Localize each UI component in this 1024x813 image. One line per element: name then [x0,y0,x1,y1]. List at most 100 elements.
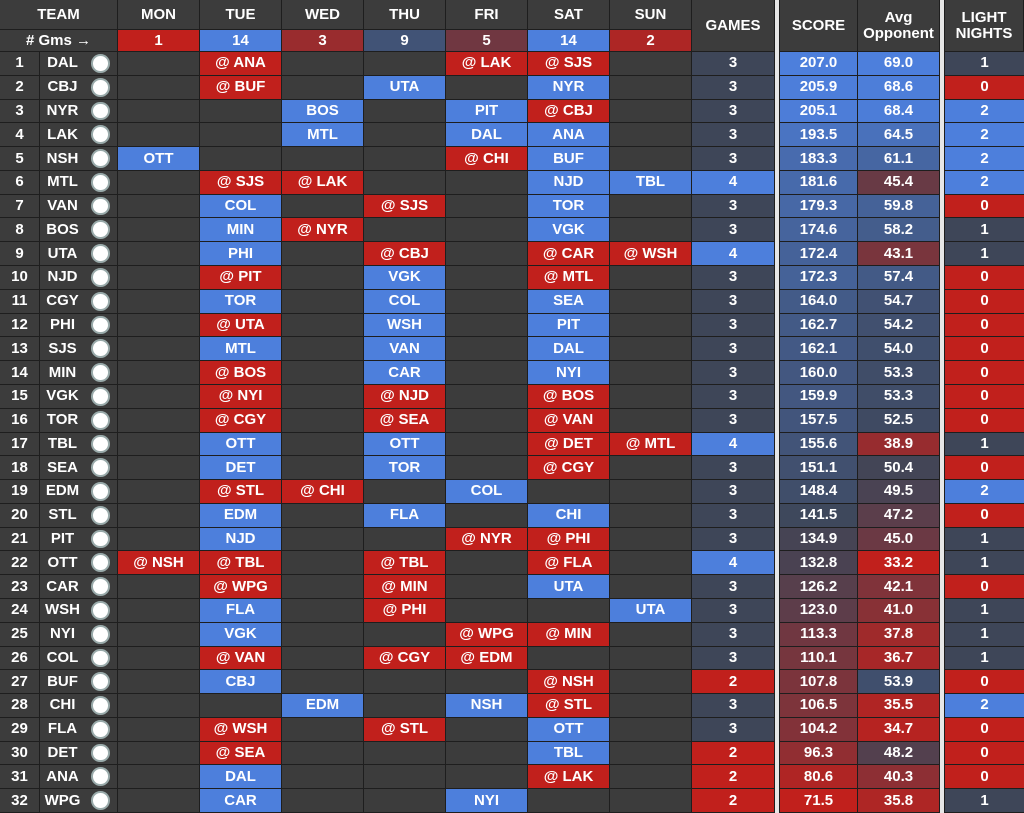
opponent-cell [610,622,691,646]
opponent-cell: UTA [528,575,609,598]
opponent-cell: SEA [528,289,609,313]
opponent-cell: OTT [118,147,199,170]
opponent-cell [364,789,445,812]
team: EDM [40,480,85,503]
team-logo [91,505,110,525]
opponent-cell: @ NSH [118,551,199,575]
opponent-cell: @ ANA [200,52,281,75]
score: 162.7 [780,313,857,337]
light-nights: 1 [945,622,1024,646]
opponent-cell [364,123,445,147]
opponent-cell: DAL [446,123,527,147]
team-logo [91,624,110,644]
opponent-cell: @ CHI [282,480,363,503]
opponent-cell [528,598,609,622]
score: 134.9 [780,527,857,551]
games: 3 [692,52,774,75]
light-nights: 0 [945,266,1024,289]
team: OTT [40,551,85,575]
games: 3 [692,717,774,741]
team-logo [91,434,110,454]
opponent-cell [446,75,527,99]
opponent-cell: COL [446,480,527,503]
light-nights: 1 [945,432,1024,456]
opponent-cell: @ CAR [528,242,609,266]
team: WSH [40,598,85,622]
opponent-cell: MTL [200,337,281,361]
avg-opponent: 53.9 [858,670,939,694]
opponent-cell [118,527,199,551]
light-nights: 0 [945,408,1024,432]
opponent-cell [282,503,363,527]
opponent-cell [282,741,363,765]
opponent-cell: PHI [200,242,281,266]
opponent-cell [200,147,281,170]
opponent-cell [118,646,199,670]
games: 3 [692,575,774,598]
opponent-cell [610,289,691,313]
team: NSH [40,147,85,170]
opponent-cell [282,765,363,789]
opponent-cell: OTT [364,432,445,456]
opponent-cell: ANA [528,123,609,147]
avg-opponent: 34.7 [858,717,939,741]
score: 113.3 [780,622,857,646]
opponent-cell [446,337,527,361]
team: NYI [40,622,85,646]
opponent-cell [446,170,527,194]
games: 3 [692,646,774,670]
day-count: 9 [364,30,445,51]
opponent-cell [282,622,363,646]
opponent-cell: @ BOS [528,384,609,408]
team: FLA [40,717,85,741]
team: CAR [40,575,85,598]
avg-opponent: 54.7 [858,289,939,313]
opponent-cell [200,694,281,717]
opponent-cell [282,575,363,598]
opponent-cell [528,480,609,503]
opponent-cell [282,598,363,622]
opponent-cell [446,598,527,622]
opponent-cell [118,408,199,432]
opponent-cell [446,408,527,432]
opponent-cell [610,551,691,575]
opponent-cell [118,717,199,741]
rank: 26 [0,646,39,670]
opponent-cell [446,218,527,242]
opponent-cell: @ DET [528,432,609,456]
games: 4 [692,432,774,456]
light-nights: 0 [945,337,1024,361]
opponent-cell [610,503,691,527]
avg-opponent: 45.4 [858,170,939,194]
games: 4 [692,242,774,266]
light-nights: 1 [945,789,1024,812]
opponent-cell: BUF [528,147,609,170]
opponent-cell: CHI [528,503,609,527]
rank: 16 [0,408,39,432]
score: 148.4 [780,480,857,503]
opponent-cell: OTT [200,432,281,456]
opponent-cell: @ CGY [528,456,609,480]
team-logo [91,244,110,264]
avg-opponent: 40.3 [858,765,939,789]
opponent-cell [282,384,363,408]
team-logo [91,577,110,596]
opponent-cell [364,218,445,242]
opponent-cell [610,789,691,812]
avg-opponent: 36.7 [858,646,939,670]
score: 207.0 [780,52,857,75]
opponent-cell: @ STL [528,694,609,717]
rank: 18 [0,456,39,480]
opponent-cell: @ NSH [528,670,609,694]
opponent-cell: VGK [528,218,609,242]
team-logo [91,553,110,573]
avg-opponent: 47.2 [858,503,939,527]
rank: 17 [0,432,39,456]
opponent-cell: @ STL [200,480,281,503]
score: 160.0 [780,361,857,384]
team: BOS [40,218,85,242]
opponent-cell: @ MIN [364,575,445,598]
opponent-cell [118,313,199,337]
avg-opponent: 41.0 [858,598,939,622]
team-logo [91,458,110,478]
